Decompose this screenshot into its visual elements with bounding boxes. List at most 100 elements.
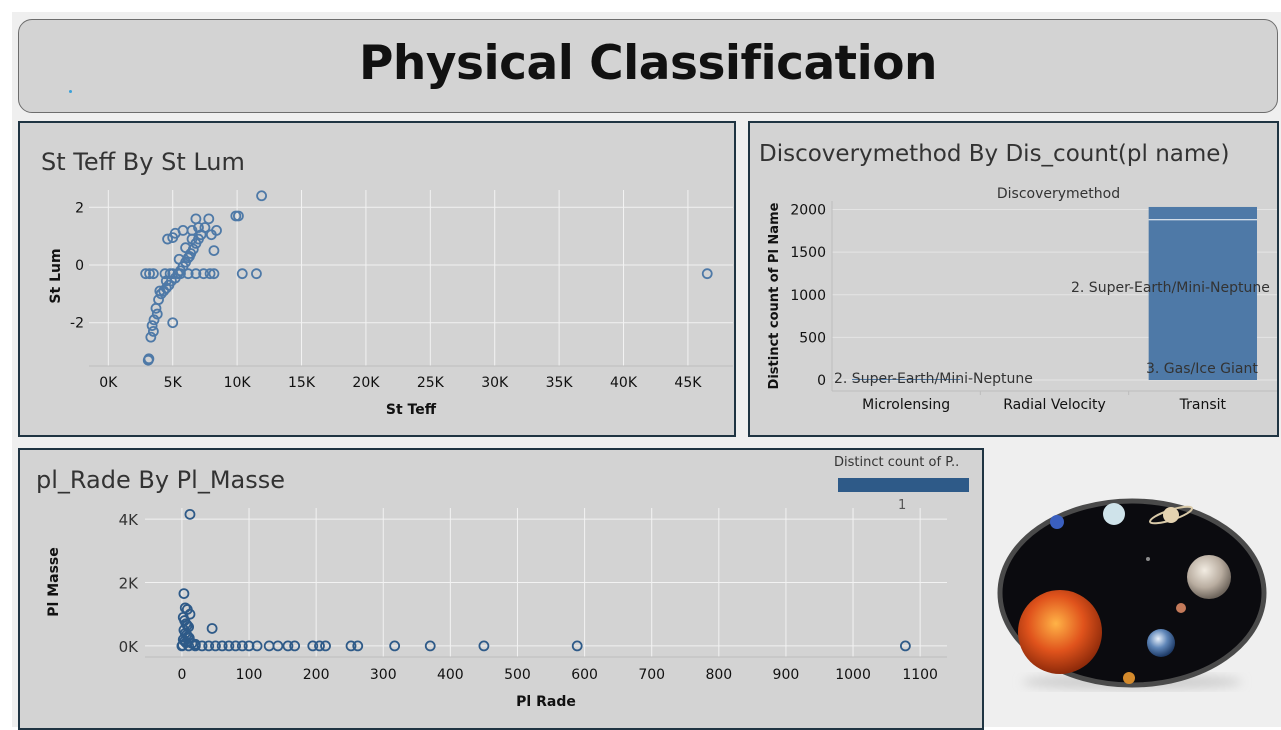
teff-point xyxy=(143,353,155,365)
discovery-method-bar-chart[interactable]: Discoverymethod 0 500 1000 1500 2000 Microlens… xyxy=(750,123,1279,437)
teff-x-tick-label: 35K xyxy=(546,375,574,391)
rade-y-tick-label: 2K xyxy=(119,575,140,593)
rade-x-tick-label: 300 xyxy=(370,667,397,683)
teff-point xyxy=(145,331,157,343)
teff-point xyxy=(184,250,195,262)
header-dot xyxy=(69,90,72,93)
rade-point xyxy=(206,623,218,634)
teff-point xyxy=(236,268,248,280)
teff-point xyxy=(182,268,194,280)
legend-title: Distinct count of P.. xyxy=(834,455,960,470)
disc-bar-segment xyxy=(1148,206,1257,220)
rade-point xyxy=(345,640,357,652)
teff-x-tick-label: 40K xyxy=(610,375,638,391)
rade-y-tick-label: 0K xyxy=(119,638,140,656)
disc-y-tick-label: 500 xyxy=(799,330,826,346)
legend-color-swatch xyxy=(838,478,969,492)
rade-point xyxy=(899,640,911,652)
disc-bar-segment xyxy=(852,379,961,380)
rade-point xyxy=(236,640,248,652)
teff-lum-title: St Teff By St Lum xyxy=(41,148,245,176)
teff-point xyxy=(147,325,159,337)
teff-point xyxy=(177,224,189,236)
teff-point xyxy=(251,268,262,280)
disc-y-tick-label: 2000 xyxy=(790,203,826,219)
rade-x-axis-label: Pl Rade xyxy=(516,694,576,710)
rade-point xyxy=(571,640,583,652)
discovery-method-title: Discoverymethod By Dis_count(pl name) xyxy=(759,141,1230,167)
teff-point xyxy=(173,253,185,265)
rade-point xyxy=(251,640,263,652)
rade-x-tick-label: 400 xyxy=(437,667,464,683)
rade-point xyxy=(352,640,364,652)
teff-point xyxy=(148,314,160,326)
disc-y-tick-label: 1000 xyxy=(790,288,826,304)
rade-point xyxy=(178,588,190,599)
disc-category-label: Microlensing xyxy=(862,397,950,413)
rade-x-tick-label: 100 xyxy=(236,667,263,683)
teff-point xyxy=(256,190,267,202)
disc-y-tick-label: 0 xyxy=(817,373,826,389)
rade-point xyxy=(320,640,331,652)
teff-x-axis-label: St Teff xyxy=(386,402,437,418)
teff-point xyxy=(160,282,172,294)
teff-point xyxy=(233,210,244,222)
rade-point xyxy=(243,640,255,652)
teff-point xyxy=(203,213,215,225)
teff-point xyxy=(193,222,204,233)
disc-bar-segment xyxy=(1148,219,1257,380)
rade-point xyxy=(216,640,228,652)
rade-point xyxy=(424,640,436,652)
disc-category-label: Radial Velocity xyxy=(1003,397,1106,413)
rade-point xyxy=(282,640,294,652)
teff-y-axis-label: St Lum xyxy=(48,248,64,303)
rade-masse-scatter-chart[interactable]: 0 100 200 300 400 500 600 700 800 900 1000 1100 4K 2K… xyxy=(20,450,984,730)
teff-point xyxy=(180,242,192,254)
teff-point xyxy=(147,268,159,280)
teff-point xyxy=(159,268,171,280)
teff-point xyxy=(167,232,179,244)
rade-point xyxy=(230,640,242,652)
discovery-method-panel: Discoverymethod By Dis_count(pl name) Di… xyxy=(748,121,1279,437)
dashboard-header: Physical Classification xyxy=(18,19,1278,113)
teff-point xyxy=(211,224,222,236)
rade-x-tick-label: 1100 xyxy=(902,667,938,683)
disc-bar-label-transit-upper: 2. Super-Earth/Mini-Neptune xyxy=(1071,280,1270,296)
rade-point xyxy=(307,640,319,652)
rade-point xyxy=(389,640,401,652)
disc-bar-label-microlensing: 2. Super-Earth/Mini-Neptune xyxy=(834,371,1033,387)
teff-point xyxy=(175,268,186,280)
teff-point xyxy=(167,317,179,329)
teff-x-tick-label: 30K xyxy=(481,375,509,391)
teff-point xyxy=(208,268,220,280)
teff-point xyxy=(198,268,210,280)
legend-value-label: 1 xyxy=(898,498,907,513)
disc-column-header: Discoverymethod xyxy=(997,186,1120,202)
teff-x-tick-label: 20K xyxy=(352,375,380,391)
page-title: Physical Classification xyxy=(358,36,938,91)
teff-y-tick-label: -2 xyxy=(70,316,84,332)
rade-point xyxy=(183,640,195,652)
solar-system-planets-icon xyxy=(997,498,1267,690)
teff-point xyxy=(150,302,162,314)
rade-x-tick-label: 900 xyxy=(773,667,800,683)
teff-point xyxy=(701,268,713,280)
teff-point xyxy=(154,285,166,297)
teff-point xyxy=(151,308,163,320)
disc-category-label: Transit xyxy=(1179,397,1227,413)
rade-x-tick-label: 200 xyxy=(303,667,330,683)
disc-y-axis-label: Distinct count of Pl Name xyxy=(767,202,782,389)
rade-x-tick-label: 0 xyxy=(177,667,186,683)
rade-x-tick-label: 700 xyxy=(638,667,665,683)
rade-point xyxy=(184,508,196,520)
rade-y-axis-label: Pl Masse xyxy=(46,547,62,616)
rade-x-tick-label: 500 xyxy=(504,667,531,683)
teff-x-tick-label: 15K xyxy=(288,375,316,391)
rade-point xyxy=(177,634,189,645)
teff-x-tick-label: 45K xyxy=(674,375,702,391)
teff-point xyxy=(144,268,155,280)
legend[interactable]: Distinct count of P.. 1 xyxy=(830,455,980,513)
teff-y-tick-label: 2 xyxy=(75,200,84,216)
rade-x-tick-label: 800 xyxy=(705,667,732,683)
